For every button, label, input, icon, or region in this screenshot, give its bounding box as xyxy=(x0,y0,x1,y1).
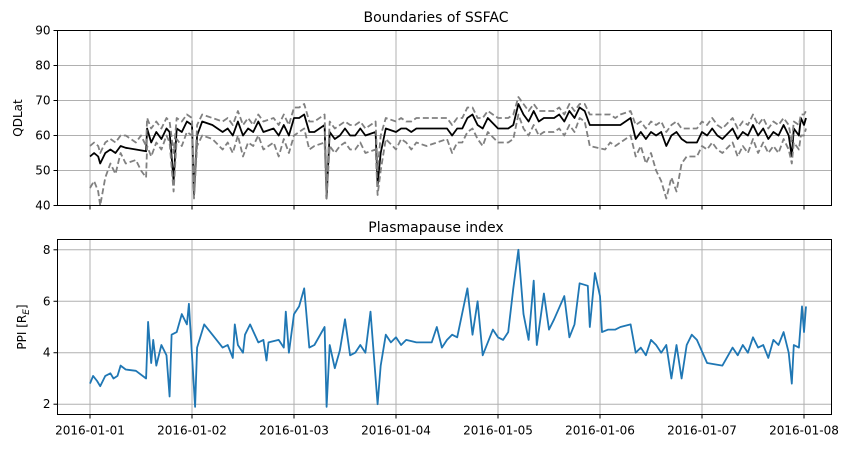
ssfac-boundary-line xyxy=(89,113,807,207)
ssfac-axes-frame xyxy=(57,30,832,206)
y-tick-label: 70 xyxy=(35,94,50,108)
y-tick-label: 90 xyxy=(35,24,50,38)
x-tick-label: 2016-01-02 xyxy=(157,424,227,438)
x-tick-label: 2016-01-06 xyxy=(565,424,635,438)
y-tick-label: 40 xyxy=(35,199,50,213)
ssfac-xticks xyxy=(89,205,805,210)
y-tick-label: 8 xyxy=(43,243,51,257)
y-tick-label: 2 xyxy=(43,397,51,411)
x-tick-label: 2016-01-08 xyxy=(769,424,839,438)
ppi-line xyxy=(89,248,807,408)
y-tick-label: 50 xyxy=(35,164,50,178)
x-tick-label: 2016-01-03 xyxy=(259,424,329,438)
y-tick-label: 60 xyxy=(35,129,50,143)
y-tick-label: 80 xyxy=(35,59,50,73)
ppi-ylabel-sub: E xyxy=(22,309,32,315)
ppi-grid xyxy=(57,239,832,415)
x-tick-label: 2016-01-01 xyxy=(55,424,125,438)
ssfac-series xyxy=(89,96,807,207)
ppi-ylabel-main: PPI [R xyxy=(15,315,29,350)
x-tick-label: 2016-01-07 xyxy=(667,424,737,438)
x-tick-label: 2016-01-04 xyxy=(361,424,431,438)
ssfac-yticks: 40 50 60 70 80 90 xyxy=(35,24,58,213)
x-tick-label: 2016-01-05 xyxy=(463,424,533,438)
ppi-xticks: 2016-01-01 2016-01-02 2016-01-03 2016-01-04… xyxy=(55,414,839,438)
ssfac-boundary-line xyxy=(89,96,807,193)
y-tick-label: 6 xyxy=(43,294,51,308)
ppi-axes-frame xyxy=(57,239,832,415)
ppi-ylabel: PPI [RE] xyxy=(15,304,32,349)
ppi-title: Plasmapause index xyxy=(368,220,503,236)
ssfac-title: Boundaries of SSFAC xyxy=(364,10,509,26)
ssfac-center-line xyxy=(89,103,807,200)
ssfac-panel: Boundaries of SSFAC 40 50 60 70 80 90 QDLat xyxy=(11,10,832,213)
ppi-ylabel-suffix: ] xyxy=(15,304,29,309)
ppi-yticks: 2 4 6 8 xyxy=(43,243,58,411)
ssfac-ylabel: QDLat xyxy=(11,99,25,137)
y-tick-label: 4 xyxy=(43,346,51,360)
ppi-series xyxy=(89,248,807,408)
